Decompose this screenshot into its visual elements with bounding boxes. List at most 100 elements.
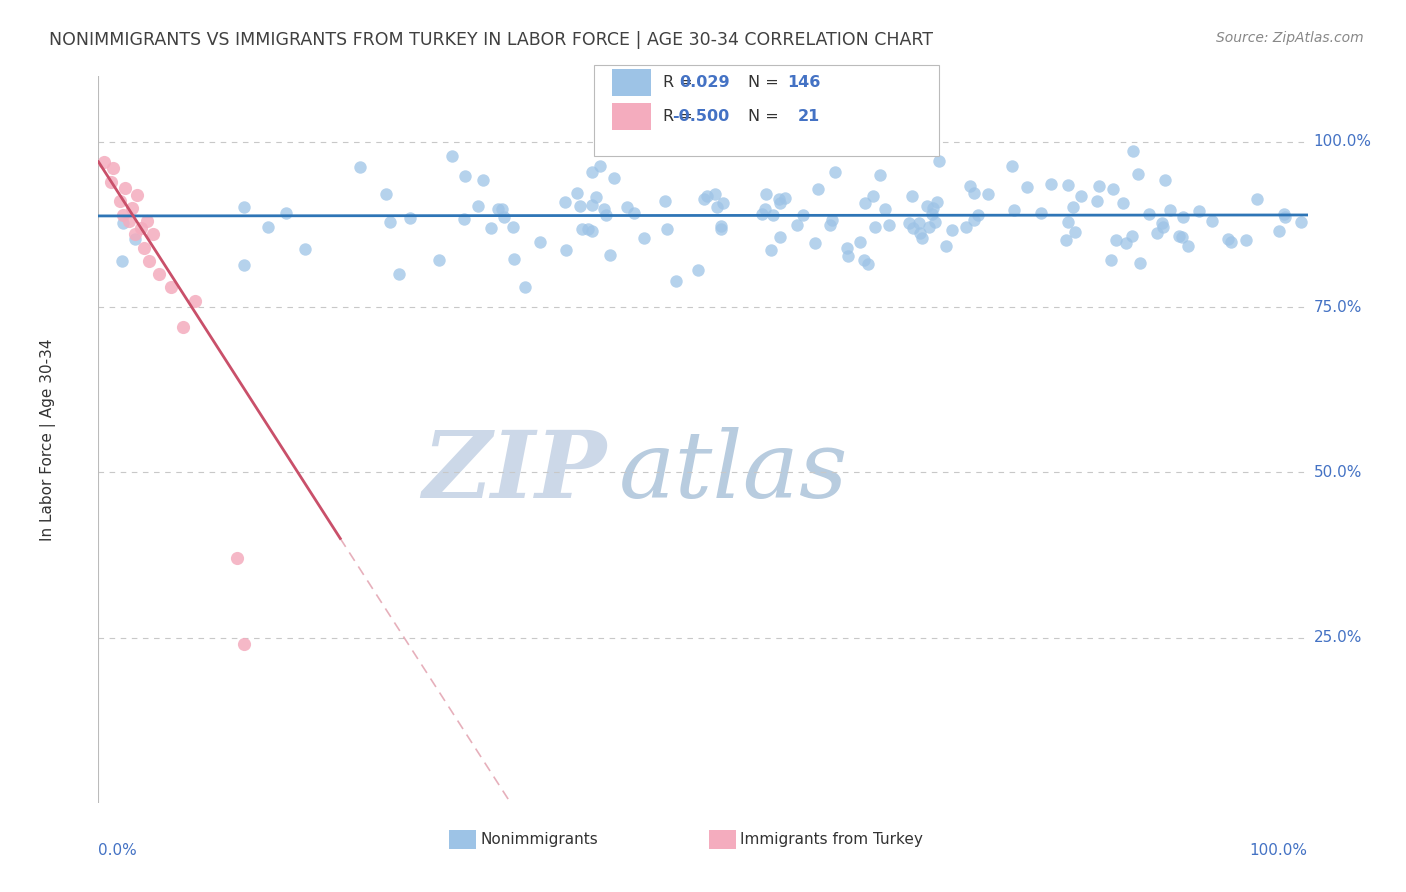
Point bbox=[1216, 232, 1239, 246]
Point bbox=[256, 219, 278, 234]
Point bbox=[160, 280, 183, 294]
Point bbox=[233, 200, 256, 214]
Point bbox=[925, 194, 948, 209]
Point bbox=[142, 227, 165, 242]
Point bbox=[703, 186, 725, 201]
Point bbox=[655, 222, 678, 236]
Point bbox=[786, 218, 808, 232]
Text: R =: R = bbox=[664, 109, 693, 124]
Point bbox=[869, 169, 891, 183]
Point bbox=[494, 211, 516, 225]
Point bbox=[148, 267, 170, 281]
Point bbox=[759, 243, 782, 257]
Point bbox=[1112, 195, 1135, 210]
Point bbox=[554, 243, 576, 257]
Point bbox=[693, 192, 716, 206]
Text: Source: ZipAtlas.com: Source: ZipAtlas.com bbox=[1216, 31, 1364, 45]
Point bbox=[654, 194, 676, 208]
Point bbox=[818, 218, 841, 232]
Point bbox=[1246, 192, 1268, 206]
Point bbox=[1159, 202, 1181, 217]
Text: 75.0%: 75.0% bbox=[1313, 300, 1362, 315]
Point bbox=[696, 189, 718, 203]
Point bbox=[862, 189, 884, 203]
Text: R =: R = bbox=[664, 75, 693, 90]
Point bbox=[1167, 229, 1189, 244]
Point bbox=[686, 262, 709, 277]
Point bbox=[124, 227, 146, 242]
Point bbox=[440, 149, 463, 163]
Point bbox=[1062, 200, 1084, 214]
Point bbox=[427, 252, 450, 267]
Point bbox=[1129, 256, 1152, 270]
Text: 0.0%: 0.0% bbox=[98, 843, 138, 858]
Point bbox=[581, 165, 603, 179]
Point bbox=[111, 208, 134, 222]
Point bbox=[1088, 178, 1111, 193]
FancyBboxPatch shape bbox=[613, 69, 651, 96]
Point bbox=[761, 209, 783, 223]
Point bbox=[623, 206, 645, 220]
Point bbox=[1057, 178, 1080, 192]
Point bbox=[1029, 205, 1052, 219]
Point bbox=[1268, 224, 1291, 238]
Point bbox=[792, 208, 814, 222]
Point bbox=[908, 216, 931, 230]
Point bbox=[768, 192, 790, 206]
Point bbox=[1170, 230, 1192, 244]
Point bbox=[127, 187, 149, 202]
Point bbox=[908, 227, 931, 241]
Text: NONIMMIGRANTS VS IMMIGRANTS FROM TURKEY IN LABOR FORCE | AGE 30-34 CORRELATION C: NONIMMIGRANTS VS IMMIGRANTS FROM TURKEY … bbox=[49, 31, 934, 49]
Point bbox=[1150, 216, 1173, 230]
Text: 25.0%: 25.0% bbox=[1313, 630, 1362, 645]
Point bbox=[1001, 159, 1024, 173]
Point bbox=[1057, 215, 1080, 229]
Point bbox=[897, 216, 920, 230]
Point bbox=[901, 221, 924, 235]
Point bbox=[599, 248, 621, 262]
Point bbox=[491, 202, 513, 217]
Point bbox=[1154, 173, 1177, 187]
Point bbox=[135, 214, 157, 228]
Point bbox=[595, 208, 617, 222]
Point bbox=[467, 199, 489, 213]
Point bbox=[616, 200, 638, 214]
Point bbox=[529, 235, 551, 249]
Text: 146: 146 bbox=[787, 75, 820, 90]
Point bbox=[294, 242, 316, 256]
Point bbox=[976, 187, 998, 202]
Point bbox=[515, 280, 537, 294]
Point bbox=[388, 268, 411, 282]
Point bbox=[1099, 252, 1122, 267]
Point bbox=[924, 215, 946, 229]
Point bbox=[1126, 167, 1149, 181]
Text: 100.0%: 100.0% bbox=[1250, 843, 1308, 858]
Point bbox=[576, 222, 599, 236]
Text: Nonimmigrants: Nonimmigrants bbox=[481, 832, 599, 847]
Point bbox=[754, 202, 776, 217]
Point bbox=[1234, 233, 1257, 247]
Point bbox=[581, 224, 603, 238]
FancyBboxPatch shape bbox=[595, 65, 939, 156]
Point bbox=[602, 170, 624, 185]
Point bbox=[453, 212, 475, 227]
Point bbox=[941, 223, 963, 237]
Point bbox=[633, 231, 655, 245]
Text: -0.500: -0.500 bbox=[672, 109, 730, 124]
Text: 0.029: 0.029 bbox=[679, 75, 730, 90]
Point bbox=[769, 196, 792, 211]
Point bbox=[503, 252, 526, 266]
Point bbox=[849, 235, 872, 249]
Point bbox=[581, 198, 603, 212]
Point bbox=[1137, 207, 1160, 221]
Point bbox=[966, 208, 988, 222]
FancyBboxPatch shape bbox=[613, 103, 651, 130]
Point bbox=[922, 201, 945, 215]
Text: ZIP: ZIP bbox=[422, 427, 606, 517]
Point bbox=[837, 249, 859, 263]
Point bbox=[962, 213, 984, 227]
Point bbox=[100, 175, 122, 189]
Point bbox=[554, 194, 576, 209]
Point bbox=[479, 220, 502, 235]
Point bbox=[911, 231, 934, 245]
